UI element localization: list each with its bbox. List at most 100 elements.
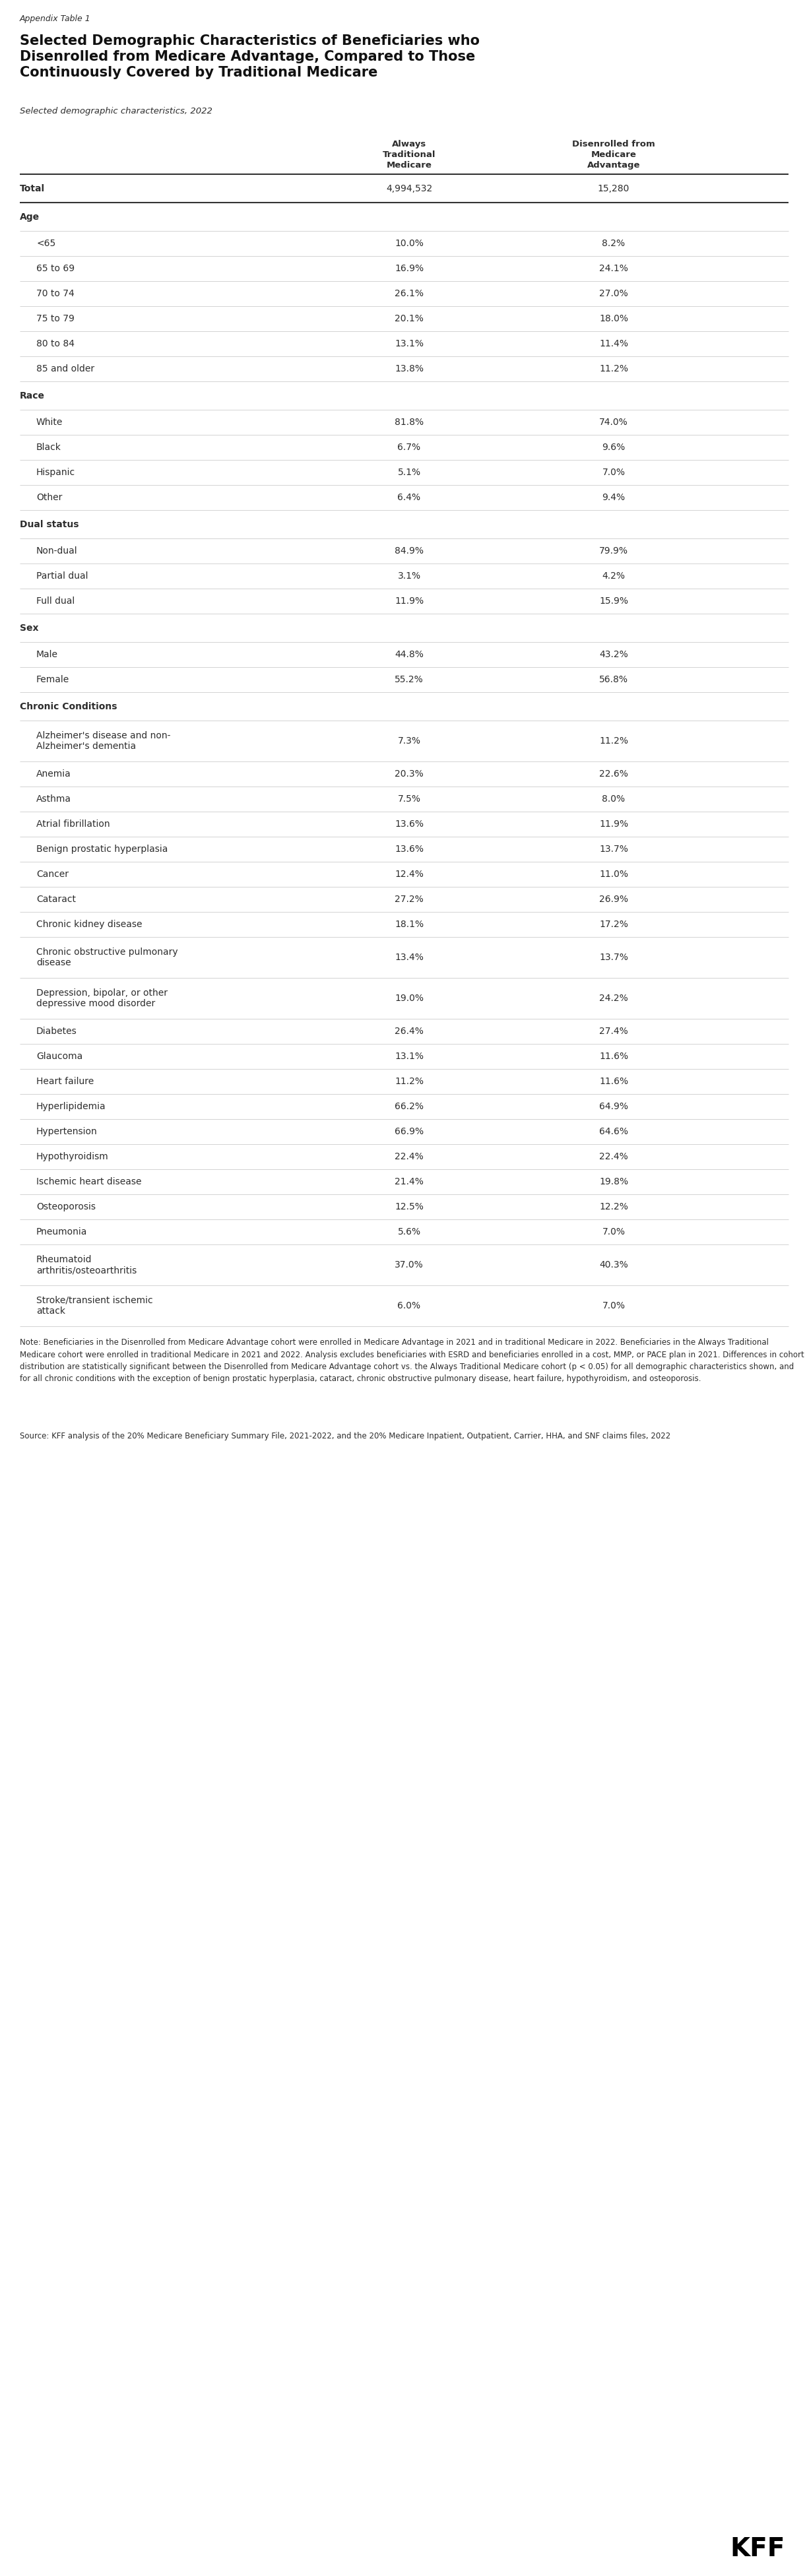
Text: 10.0%: 10.0%	[394, 240, 423, 247]
Text: 64.6%: 64.6%	[599, 1128, 628, 1136]
Text: 85 and older: 85 and older	[36, 363, 94, 374]
Text: 65 to 69: 65 to 69	[36, 263, 75, 273]
Text: Female: Female	[36, 675, 69, 685]
Text: 70 to 74: 70 to 74	[36, 289, 74, 299]
Text: 21.4%: 21.4%	[394, 1177, 423, 1188]
Text: 74.0%: 74.0%	[599, 417, 628, 428]
Text: Hispanic: Hispanic	[36, 469, 76, 477]
Text: 27.0%: 27.0%	[599, 289, 628, 299]
Text: 17.2%: 17.2%	[599, 920, 628, 930]
Text: 56.8%: 56.8%	[599, 675, 628, 685]
Text: Dual status: Dual status	[20, 520, 79, 528]
Text: Cancer: Cancer	[36, 871, 68, 878]
Text: 11.0%: 11.0%	[599, 871, 628, 878]
Text: <65: <65	[36, 240, 56, 247]
Text: Depression, bipolar, or other
depressive mood disorder: Depression, bipolar, or other depressive…	[36, 989, 167, 1007]
Text: 15.9%: 15.9%	[599, 598, 628, 605]
Text: 22.4%: 22.4%	[599, 1151, 628, 1162]
Text: Hypothyroidism: Hypothyroidism	[36, 1151, 109, 1162]
Text: Pneumonia: Pneumonia	[36, 1226, 88, 1236]
Text: 79.9%: 79.9%	[599, 546, 628, 556]
Text: 55.2%: 55.2%	[394, 675, 423, 685]
Text: 12.5%: 12.5%	[394, 1203, 423, 1211]
Text: Note: Beneficiaries in the Disenrolled from Medicare Advantage cohort were enrol: Note: Beneficiaries in the Disenrolled f…	[20, 1337, 804, 1383]
Text: 64.9%: 64.9%	[599, 1103, 628, 1110]
Text: Anemia: Anemia	[36, 770, 71, 778]
Text: 26.9%: 26.9%	[599, 894, 628, 904]
Text: 66.2%: 66.2%	[394, 1103, 423, 1110]
Text: Heart failure: Heart failure	[36, 1077, 94, 1087]
Text: 5.6%: 5.6%	[398, 1226, 421, 1236]
Text: 24.1%: 24.1%	[599, 263, 628, 273]
Text: Sex: Sex	[20, 623, 39, 634]
Text: Appendix Table 1: Appendix Table 1	[20, 15, 91, 23]
Text: 81.8%: 81.8%	[394, 417, 423, 428]
Text: Osteoporosis: Osteoporosis	[36, 1203, 96, 1211]
Text: Full dual: Full dual	[36, 598, 75, 605]
Text: 18.0%: 18.0%	[599, 314, 628, 325]
Text: Selected demographic characteristics, 2022: Selected demographic characteristics, 20…	[20, 106, 213, 116]
Text: Asthma: Asthma	[36, 793, 72, 804]
Text: 16.9%: 16.9%	[394, 263, 423, 273]
Text: 9.6%: 9.6%	[602, 443, 625, 451]
Text: 13.7%: 13.7%	[599, 845, 628, 853]
Text: 4,994,532: 4,994,532	[386, 183, 432, 193]
Text: 26.4%: 26.4%	[394, 1028, 423, 1036]
Text: 11.2%: 11.2%	[599, 363, 628, 374]
Text: 13.8%: 13.8%	[394, 363, 423, 374]
Text: 5.1%: 5.1%	[398, 469, 421, 477]
Text: 12.4%: 12.4%	[394, 871, 423, 878]
Text: 7.0%: 7.0%	[602, 1226, 625, 1236]
Text: Hypertension: Hypertension	[36, 1128, 97, 1136]
Text: Disenrolled from
Medicare
Advantage: Disenrolled from Medicare Advantage	[572, 139, 655, 170]
Text: 19.0%: 19.0%	[394, 994, 423, 1002]
Text: 11.9%: 11.9%	[394, 598, 423, 605]
Text: 37.0%: 37.0%	[394, 1260, 423, 1270]
Text: Age: Age	[20, 211, 39, 222]
Text: Selected Demographic Characteristics of Beneficiaries who
Disenrolled from Medic: Selected Demographic Characteristics of …	[20, 33, 480, 80]
Text: Partial dual: Partial dual	[36, 572, 88, 580]
Text: Total: Total	[20, 183, 45, 193]
Text: 13.1%: 13.1%	[394, 1051, 423, 1061]
Text: 11.9%: 11.9%	[599, 819, 628, 829]
Text: Black: Black	[36, 443, 61, 451]
Text: 18.1%: 18.1%	[394, 920, 423, 930]
Text: Always
Traditional
Medicare: Always Traditional Medicare	[382, 139, 436, 170]
Text: Race: Race	[20, 392, 45, 399]
Text: White: White	[36, 417, 63, 428]
Text: Chronic Conditions: Chronic Conditions	[20, 701, 117, 711]
Text: 80 to 84: 80 to 84	[36, 340, 75, 348]
Text: 26.1%: 26.1%	[394, 289, 423, 299]
Text: 7.5%: 7.5%	[398, 793, 421, 804]
Text: 22.6%: 22.6%	[599, 770, 628, 778]
Text: 66.9%: 66.9%	[394, 1128, 423, 1136]
Text: Cataract: Cataract	[36, 894, 76, 904]
Text: 6.7%: 6.7%	[398, 443, 421, 451]
Text: KFF: KFF	[730, 2537, 785, 2561]
Text: 13.6%: 13.6%	[394, 845, 423, 853]
Text: Atrial fibrillation: Atrial fibrillation	[36, 819, 110, 829]
Text: Benign prostatic hyperplasia: Benign prostatic hyperplasia	[36, 845, 168, 853]
Text: 7.3%: 7.3%	[398, 737, 421, 744]
Text: 12.2%: 12.2%	[599, 1203, 628, 1211]
Text: 13.4%: 13.4%	[394, 953, 423, 961]
Text: 9.4%: 9.4%	[602, 492, 625, 502]
Text: Chronic obstructive pulmonary
disease: Chronic obstructive pulmonary disease	[36, 948, 178, 969]
Text: Stroke/transient ischemic
attack: Stroke/transient ischemic attack	[36, 1296, 153, 1316]
Text: 13.7%: 13.7%	[599, 953, 628, 961]
Text: Glaucoma: Glaucoma	[36, 1051, 83, 1061]
Text: 6.0%: 6.0%	[398, 1301, 421, 1311]
Text: 11.2%: 11.2%	[394, 1077, 423, 1087]
Text: Non-dual: Non-dual	[36, 546, 77, 556]
Text: Ischemic heart disease: Ischemic heart disease	[36, 1177, 142, 1188]
Text: Chronic kidney disease: Chronic kidney disease	[36, 920, 142, 930]
Text: 44.8%: 44.8%	[394, 649, 423, 659]
Text: 19.8%: 19.8%	[599, 1177, 628, 1188]
Text: 11.6%: 11.6%	[599, 1051, 628, 1061]
Text: 15,280: 15,280	[597, 183, 630, 193]
Text: Diabetes: Diabetes	[36, 1028, 77, 1036]
Text: 4.2%: 4.2%	[602, 572, 625, 580]
Text: 8.0%: 8.0%	[602, 793, 625, 804]
Text: 7.0%: 7.0%	[602, 1301, 625, 1311]
Text: Rheumatoid
arthritis/osteoarthritis: Rheumatoid arthritis/osteoarthritis	[36, 1255, 137, 1275]
